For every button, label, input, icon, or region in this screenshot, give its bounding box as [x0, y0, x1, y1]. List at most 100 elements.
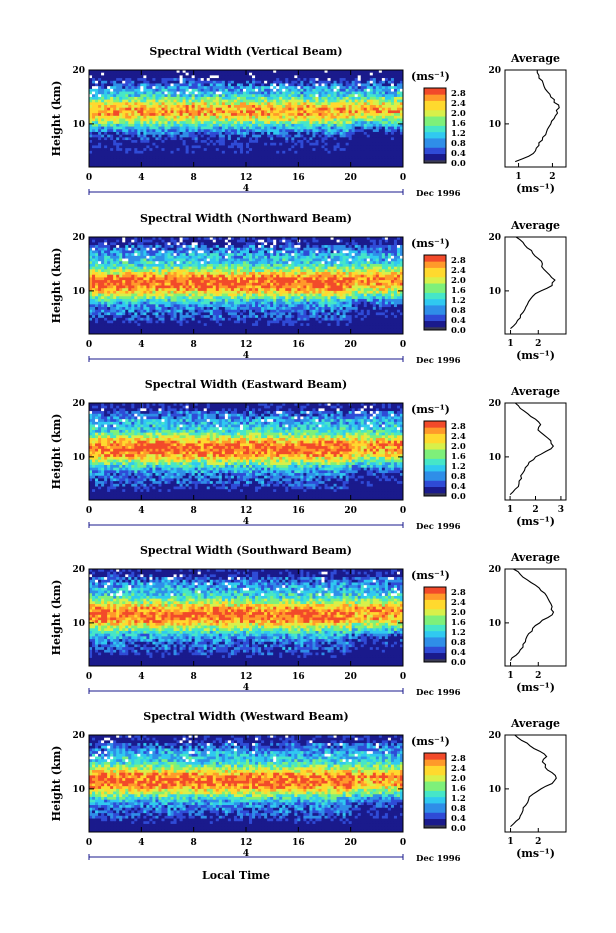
heatmap-cell	[376, 113, 379, 116]
heatmap-cell	[113, 110, 116, 113]
heatmap-cell	[89, 86, 92, 89]
heatmap-cell	[273, 83, 276, 86]
heatmap-cell	[119, 159, 122, 162]
heatmap-cell	[128, 73, 131, 76]
heatmap-cell	[119, 73, 122, 76]
heatmap-cell	[240, 145, 243, 148]
heatmap-cell	[343, 156, 346, 159]
heatmap-cell	[246, 159, 249, 162]
heatmap-cell	[264, 264, 267, 267]
heatmap-cell	[270, 73, 273, 76]
heatmap-cell	[116, 162, 119, 165]
heatmap-cell	[189, 121, 192, 124]
heatmap-cell	[282, 81, 285, 84]
heatmap-cell	[376, 121, 379, 124]
heatmap-cell	[213, 135, 216, 138]
heatmap-cell	[334, 108, 337, 111]
heatmap-cell	[252, 154, 255, 157]
heatmap-cell	[318, 145, 321, 148]
heatmap-cell	[291, 73, 294, 76]
heatmap-cell	[168, 78, 171, 81]
heatmap-cell	[237, 151, 240, 154]
heatmap-cell	[213, 83, 216, 86]
heatmap-cell	[240, 151, 243, 154]
heatmap-cell	[98, 250, 101, 253]
heatmap-cell	[243, 89, 246, 92]
heatmap-cell	[340, 113, 343, 116]
heatmap-cell	[303, 145, 306, 148]
heatmap-cell	[346, 140, 349, 143]
heatmap-cell	[116, 267, 119, 270]
heatmap-cell	[385, 143, 388, 146]
heatmap-cell	[158, 105, 161, 108]
heatmap-cell	[312, 105, 315, 108]
heatmap-cell	[349, 250, 352, 253]
heatmap-cell	[340, 108, 343, 111]
heatmap-cell	[161, 242, 164, 245]
heatmap-cell	[189, 73, 192, 76]
heatmap-cell	[134, 116, 137, 119]
heatmap-cell	[321, 83, 324, 86]
heatmap-cell	[358, 154, 361, 157]
heatmap-cell	[306, 92, 309, 95]
heatmap-cell	[222, 145, 225, 148]
heatmap-cell	[312, 124, 315, 127]
heatmap-cell	[276, 119, 279, 122]
heatmap-cell	[140, 105, 143, 108]
heatmap-cell	[122, 108, 125, 111]
heatmap-cell	[385, 108, 388, 111]
heatmap-cell	[334, 148, 337, 151]
heatmap-cell	[143, 129, 146, 132]
heatmap-cell	[210, 83, 213, 86]
heatmap-cell	[155, 159, 158, 162]
heatmap-cell	[131, 132, 134, 135]
heatmap-cell	[143, 267, 146, 270]
heatmap-cell	[246, 127, 249, 130]
heatmap-cell	[318, 83, 321, 86]
heatmap-cell	[391, 89, 394, 92]
heatmap-cell	[346, 124, 349, 127]
heatmap-cell	[297, 83, 300, 86]
heatmap-cell	[216, 81, 219, 84]
heatmap-cell	[119, 250, 122, 253]
heatmap-cell	[140, 137, 143, 140]
heatmap-cell	[382, 159, 385, 162]
heatmap-cell	[315, 124, 318, 127]
heatmap-cell	[168, 140, 171, 143]
heatmap-cell	[303, 78, 306, 81]
heatmap-cell	[195, 86, 198, 89]
heatmap-cell	[343, 145, 346, 148]
heatmap-cell	[189, 156, 192, 159]
heatmap-cell	[152, 119, 155, 122]
heatmap-cell	[116, 110, 119, 113]
heatmap-cell	[285, 78, 288, 81]
heatmap-cell	[177, 259, 180, 262]
heatmap-cell	[213, 102, 216, 105]
heatmap-cell	[312, 73, 315, 76]
heatmap-cell	[364, 127, 367, 130]
heatmap-cell	[312, 261, 315, 264]
heatmap-cell	[364, 105, 367, 108]
heatmap-cell	[370, 73, 373, 76]
heatmap-cell	[352, 78, 355, 81]
heatmap-cell	[89, 148, 92, 151]
heatmap-cell	[276, 156, 279, 159]
heatmap-cell	[168, 89, 171, 92]
heatmap-cell	[358, 264, 361, 267]
heatmap-cell	[171, 73, 174, 76]
heatmap-cell	[240, 148, 243, 151]
heatmap-cell	[334, 89, 337, 92]
heatmap-cell	[376, 261, 379, 264]
heatmap-cell	[303, 256, 306, 259]
heatmap-cell	[128, 121, 131, 124]
heatmap-cell	[98, 108, 101, 111]
heatmap-cell	[391, 110, 394, 113]
heatmap-cell	[385, 250, 388, 253]
heatmap-cell	[164, 148, 167, 151]
heatmap-cell	[177, 89, 180, 92]
heatmap-cell	[125, 137, 128, 140]
heatmap-cell	[334, 102, 337, 105]
heatmap-cell	[192, 242, 195, 245]
heatmap-cell	[255, 97, 258, 100]
heatmap-cell	[331, 121, 334, 124]
